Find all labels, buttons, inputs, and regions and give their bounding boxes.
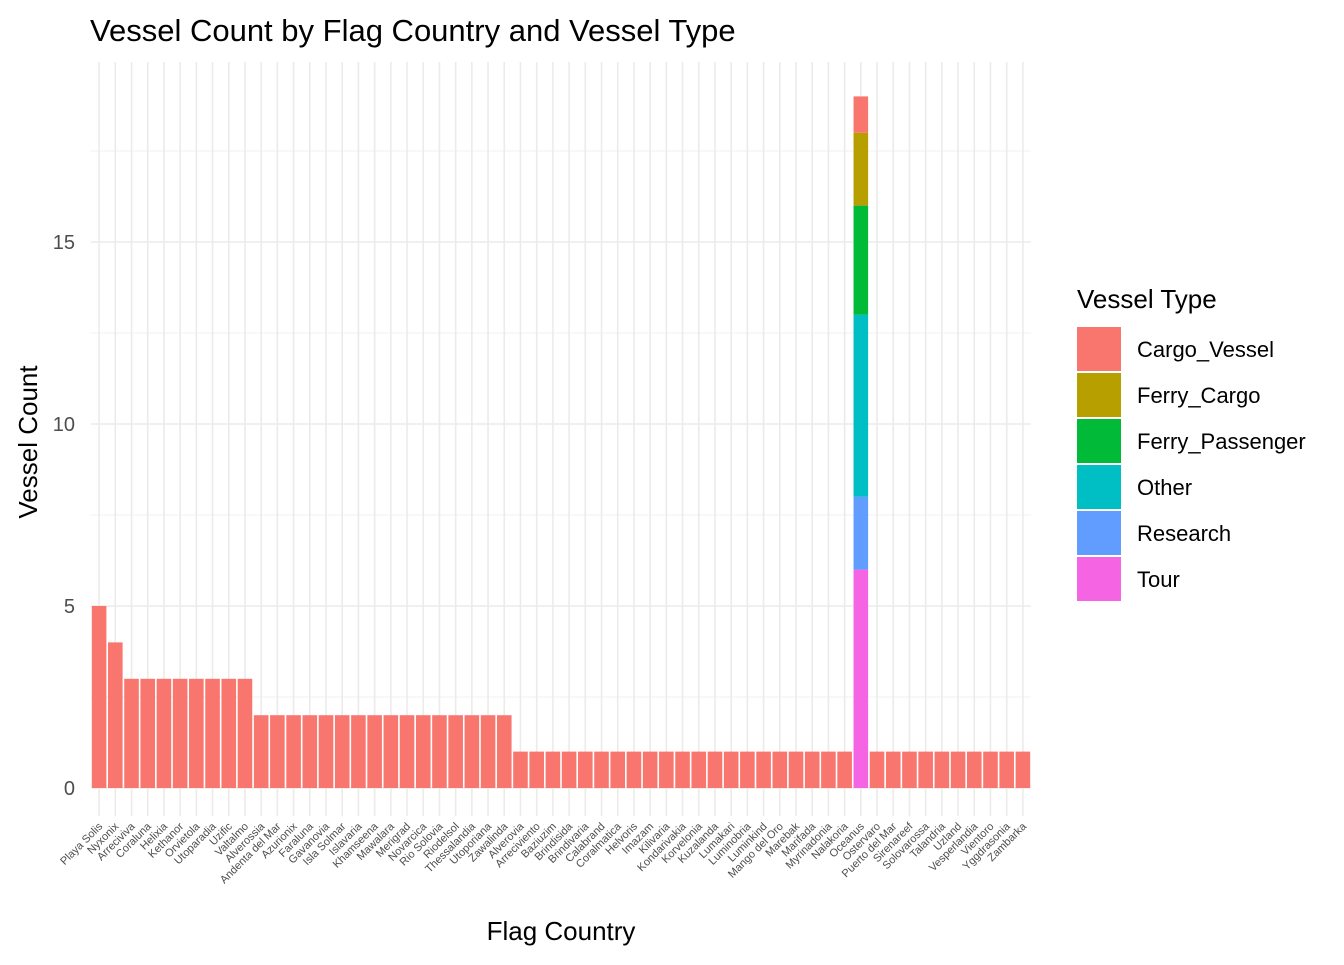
- bar-segment: [691, 751, 707, 788]
- bar-segment: [578, 751, 593, 788]
- legend-label: Research: [1137, 521, 1231, 546]
- legend-label: Ferry_Passenger: [1137, 429, 1306, 454]
- legend-key: [1077, 465, 1121, 509]
- bar-segment: [788, 751, 804, 788]
- bar-segment: [286, 715, 301, 788]
- bar-segment: [189, 678, 204, 788]
- bar-segment: [853, 205, 869, 315]
- bar-segment: [902, 751, 917, 788]
- bar-segment: [367, 715, 382, 788]
- bar-segment: [853, 314, 869, 497]
- bar-segment: [399, 715, 415, 788]
- legend: Vessel Type Cargo_Vessel Ferry_Cargo Ferry…: [1077, 284, 1306, 601]
- bar-segment: [334, 715, 350, 788]
- legend-key: [1077, 373, 1121, 417]
- bar-segment: [448, 715, 463, 788]
- legend-label: Other: [1137, 475, 1192, 500]
- legend-label: Ferry_Cargo: [1137, 383, 1260, 408]
- bar-segment: [707, 751, 723, 788]
- bar-segment: [594, 751, 609, 788]
- bar-segment: [221, 678, 237, 788]
- bar-segment: [966, 751, 982, 788]
- bar-segment: [804, 751, 820, 788]
- bar-segment: [464, 715, 480, 788]
- bar-segment: [253, 715, 269, 788]
- y-axis: 0 5 10 15: [53, 232, 75, 800]
- legend-key: [1077, 419, 1121, 463]
- bar-segment: [837, 751, 852, 788]
- bar-segment: [205, 678, 220, 788]
- bar-segment: [934, 751, 950, 788]
- bar-segment: [723, 751, 739, 788]
- bar-segment: [415, 715, 431, 788]
- legend-key: [1077, 327, 1121, 371]
- bar-segment: [124, 678, 139, 788]
- bar-segment: [545, 751, 561, 788]
- bar-segment: [561, 751, 577, 788]
- bar-segment: [740, 751, 755, 788]
- bar-segment: [270, 715, 285, 788]
- bar-segment: [318, 715, 334, 788]
- bar-segment: [885, 751, 901, 788]
- bar-segment: [950, 751, 966, 788]
- bar-segment: [140, 678, 156, 788]
- y-axis-title: Vessel Count: [13, 365, 43, 519]
- bar-segment: [156, 678, 172, 788]
- bar-segment: [626, 751, 642, 788]
- y-tick-label: 0: [64, 778, 75, 800]
- bar-segment: [983, 751, 998, 788]
- bar-segment: [853, 132, 869, 206]
- bar-segment: [432, 715, 447, 788]
- legend-title: Vessel Type: [1077, 284, 1217, 314]
- bar-segment: [172, 678, 188, 788]
- bar-segment: [91, 606, 107, 788]
- legend-label: Cargo_Vessel: [1137, 337, 1274, 362]
- bar-segment: [351, 715, 366, 788]
- bar-segment: [642, 751, 658, 788]
- x-axis: Playa SolisNyxonixArrecivivaCoralunaHeli…: [58, 820, 1029, 886]
- bar-segment: [108, 642, 123, 788]
- x-axis-title: Flag Country: [487, 916, 636, 946]
- bar-segment: [383, 715, 399, 788]
- chart-title: Vessel Count by Flag Country and Vessel …: [90, 13, 736, 48]
- bar-segment: [853, 96, 869, 133]
- bar-segment: [756, 751, 771, 788]
- bar-segment: [772, 751, 788, 788]
- bar-segment: [480, 715, 496, 788]
- bar-segment: [302, 715, 318, 788]
- legend-label: Tour: [1137, 567, 1180, 592]
- bar-segment: [821, 751, 836, 788]
- y-tick-label: 5: [64, 596, 75, 618]
- bar-segment: [513, 751, 528, 788]
- bar-segment: [237, 678, 253, 788]
- legend-key: [1077, 557, 1121, 601]
- bar-segment: [659, 751, 674, 788]
- bar-segment: [496, 715, 512, 788]
- bar-segment: [529, 751, 544, 788]
- y-tick-label: 10: [53, 414, 75, 436]
- bar-segment: [610, 751, 626, 788]
- bars-layer: [91, 96, 1031, 788]
- legend-key: [1077, 511, 1121, 555]
- bar-segment: [675, 751, 690, 788]
- bar-segment: [918, 751, 933, 788]
- bar-segment: [999, 751, 1014, 788]
- bar-segment: [869, 751, 885, 788]
- bar-segment: [1015, 751, 1031, 788]
- bar-segment: [853, 569, 869, 788]
- bar-segment: [853, 496, 869, 570]
- y-tick-label: 15: [53, 232, 75, 254]
